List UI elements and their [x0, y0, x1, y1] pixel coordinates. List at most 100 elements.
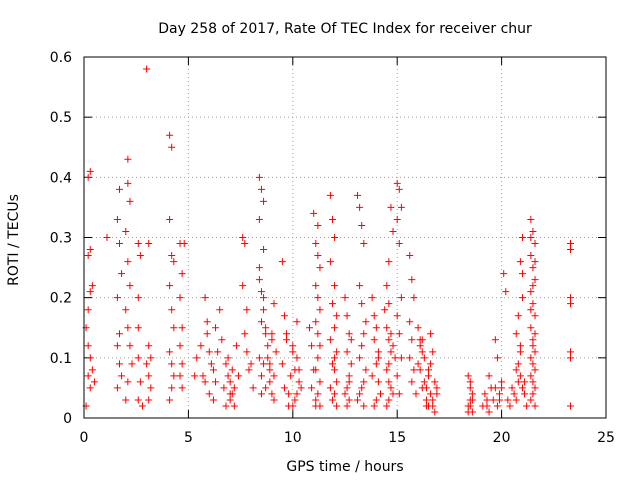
data-point: [113, 342, 121, 350]
data-point: [178, 360, 186, 368]
data-point: [464, 372, 472, 380]
data-point: [178, 384, 186, 392]
data-point: [368, 372, 376, 380]
data-point: [523, 402, 531, 410]
data-point: [368, 294, 376, 302]
data-point: [241, 240, 249, 248]
data-point: [86, 246, 94, 254]
data-point: [567, 348, 575, 356]
data-point: [168, 384, 176, 392]
data-point: [314, 330, 322, 338]
data-point: [527, 324, 535, 332]
y-tick-label: 0.2: [50, 291, 72, 307]
data-point: [224, 372, 232, 380]
data-point: [374, 354, 382, 362]
data-point: [397, 203, 405, 211]
x-tick-label: 0: [80, 430, 89, 446]
data-point: [260, 306, 268, 314]
data-point: [118, 270, 126, 278]
data-point: [395, 330, 403, 338]
data-point: [124, 324, 132, 332]
data-point: [527, 252, 535, 260]
data-point: [176, 294, 184, 302]
data-point: [122, 306, 130, 314]
data-point: [466, 378, 474, 386]
data-point: [220, 384, 228, 392]
data-point: [567, 300, 575, 308]
data-point: [308, 384, 316, 392]
data-point: [498, 384, 506, 392]
data-point: [360, 240, 368, 248]
data-point: [262, 324, 270, 332]
data-point: [226, 378, 234, 386]
data-point: [362, 318, 370, 326]
data-point: [331, 282, 339, 290]
data-point: [326, 258, 334, 266]
data-point: [293, 390, 301, 398]
data-point: [168, 306, 176, 314]
data-point: [295, 366, 303, 374]
data-point: [247, 360, 255, 368]
data-point: [115, 360, 123, 368]
data-point: [333, 378, 341, 386]
data-point: [531, 330, 539, 338]
data-point: [255, 276, 263, 284]
data-point: [385, 258, 393, 266]
data-point: [422, 402, 430, 410]
data-point: [170, 324, 178, 332]
data-point: [295, 378, 303, 386]
x-tick-label: 25: [597, 430, 615, 446]
data-point: [166, 282, 174, 290]
data-point: [410, 366, 418, 374]
data-point: [126, 282, 134, 290]
data-point: [427, 390, 435, 398]
data-point: [266, 360, 274, 368]
data-point: [205, 390, 213, 398]
data-point: [268, 390, 276, 398]
data-point: [529, 360, 537, 368]
data-point: [209, 366, 217, 374]
data-point: [420, 354, 428, 362]
data-point: [529, 264, 537, 272]
data-point: [529, 336, 537, 344]
data-point: [88, 366, 96, 374]
data-point: [278, 360, 286, 368]
data-point: [408, 276, 416, 284]
data-point: [345, 330, 353, 338]
data-point: [289, 348, 297, 356]
data-point: [222, 360, 230, 368]
data-point: [416, 342, 424, 350]
data-point: [567, 402, 575, 410]
data-point: [312, 396, 320, 404]
data-point: [90, 378, 98, 386]
data-point: [176, 342, 184, 350]
data-point: [387, 203, 395, 211]
data-point: [420, 378, 428, 386]
data-point: [529, 300, 537, 308]
data-point: [425, 366, 433, 374]
data-point: [235, 372, 243, 380]
data-point: [393, 179, 401, 187]
data-point: [491, 384, 499, 392]
data-point: [529, 282, 537, 290]
data-point: [84, 173, 92, 181]
data-point: [326, 191, 334, 199]
data-point: [168, 360, 176, 368]
data-point: [170, 258, 178, 266]
data-point: [431, 408, 439, 416]
data-point: [427, 330, 435, 338]
data-point: [374, 378, 382, 386]
data-point: [180, 240, 188, 248]
data-point: [567, 240, 575, 248]
x-axis-label: GPS time / hours: [286, 459, 403, 475]
data-point: [395, 240, 403, 248]
data-point: [372, 324, 380, 332]
data-point: [374, 348, 382, 356]
data-point: [84, 372, 92, 380]
data-point: [531, 258, 539, 266]
data-point: [285, 390, 293, 398]
data-point: [255, 264, 263, 272]
data-point: [124, 378, 132, 386]
data-point: [531, 276, 539, 284]
data-point: [312, 282, 320, 290]
